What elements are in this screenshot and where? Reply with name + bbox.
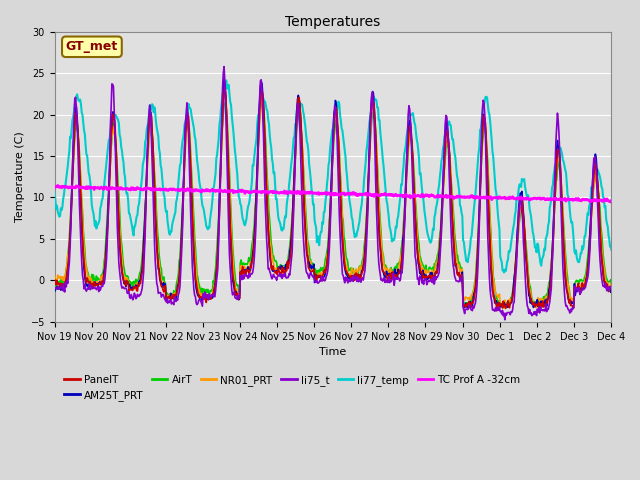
X-axis label: Time: Time [319, 347, 346, 357]
Y-axis label: Temperature (C): Temperature (C) [15, 132, 25, 222]
Legend: PanelT, AM25T_PRT, AirT, NR01_PRT, li75_t, li77_temp, TC Prof A -32cm: PanelT, AM25T_PRT, AirT, NR01_PRT, li75_… [60, 371, 525, 405]
Title: Temperatures: Temperatures [285, 15, 380, 29]
Text: GT_met: GT_met [66, 40, 118, 53]
